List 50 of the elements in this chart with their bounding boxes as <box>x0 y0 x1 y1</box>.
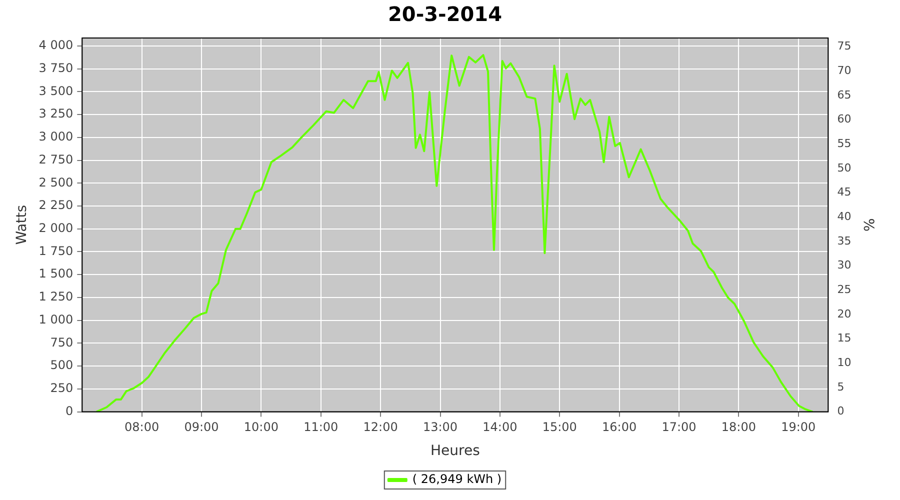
y2-tick-label: 25 <box>837 282 852 296</box>
y2-tick-label: 75 <box>837 40 852 53</box>
chart-title: 20-3-2014 <box>388 2 502 26</box>
y-tick-label: 4 000 <box>38 38 74 52</box>
y-tick-label: 1 500 <box>38 266 74 281</box>
y-tick-label: 3 500 <box>38 84 74 98</box>
y2-tick-label: 70 <box>837 64 852 77</box>
y-tick-label: 0 <box>66 404 74 418</box>
y-tick-label: 250 <box>50 381 74 396</box>
x-tick-label: 15:00 <box>542 420 577 434</box>
y2-tick-label: 0 <box>837 404 844 418</box>
x-tick-label: 13:00 <box>422 420 458 434</box>
x-tick-label: 10:00 <box>244 420 278 434</box>
y-tick-label: 2 750 <box>38 152 74 166</box>
y2-tick-label: 50 <box>837 161 852 174</box>
y-tick-label: 3 750 <box>38 60 74 75</box>
x-tick-label: 17:00 <box>662 420 696 434</box>
x-tick-label: 16:00 <box>602 420 637 434</box>
y-axis-title: Watts <box>14 204 30 245</box>
x-tick-label: 19:00 <box>781 420 816 434</box>
legend-label: ( 26,949 kWh ) <box>412 472 502 486</box>
y-tick-label: 3 250 <box>38 106 74 121</box>
y2-axis-title: % <box>860 218 876 232</box>
x-tick-label: 11:00 <box>304 420 338 434</box>
y2-tick-label: 40 <box>837 210 852 223</box>
x-tick-label: 09:00 <box>184 420 219 434</box>
y-tick-label: 2 000 <box>38 221 74 236</box>
y-tick-label: 3 000 <box>38 130 74 144</box>
x-axis-title: Heures <box>430 443 480 460</box>
y-tick-label: 1 250 <box>38 290 74 304</box>
x-tick-label: 12:00 <box>363 420 398 434</box>
y-tick-label: 2 250 <box>38 198 74 212</box>
x-tick-label: 18:00 <box>721 420 756 434</box>
x-tick-label: 14:00 <box>482 420 518 434</box>
y-tick-label: 500 <box>50 358 74 372</box>
y2-tick-label: 15 <box>837 332 852 345</box>
y-tick-label: 1 750 <box>38 244 74 258</box>
x-tick-label: 08:00 <box>124 420 160 434</box>
y-tick-label: 2 500 <box>38 175 74 190</box>
y2-tick-label: 35 <box>837 234 852 248</box>
y2-tick-label: 30 <box>837 258 852 272</box>
y2-tick-label: 55 <box>837 136 852 150</box>
y2-tick-label: 10 <box>837 356 852 369</box>
y-tick-label: 750 <box>50 335 74 350</box>
y-tick-label: 1 000 <box>38 312 74 326</box>
y2-tick-label: 5 <box>837 380 844 394</box>
y2-tick-label: 65 <box>837 88 852 102</box>
y2-tick-label: 20 <box>837 307 852 320</box>
y2-tick-label: 45 <box>837 186 852 199</box>
y2-tick-label: 60 <box>837 112 852 126</box>
